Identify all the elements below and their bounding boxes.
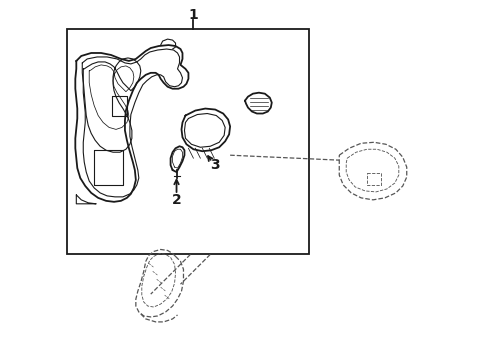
- Text: 2: 2: [172, 193, 181, 207]
- Text: 1: 1: [189, 8, 198, 22]
- Text: 3: 3: [210, 158, 220, 172]
- Bar: [68, 29, 310, 255]
